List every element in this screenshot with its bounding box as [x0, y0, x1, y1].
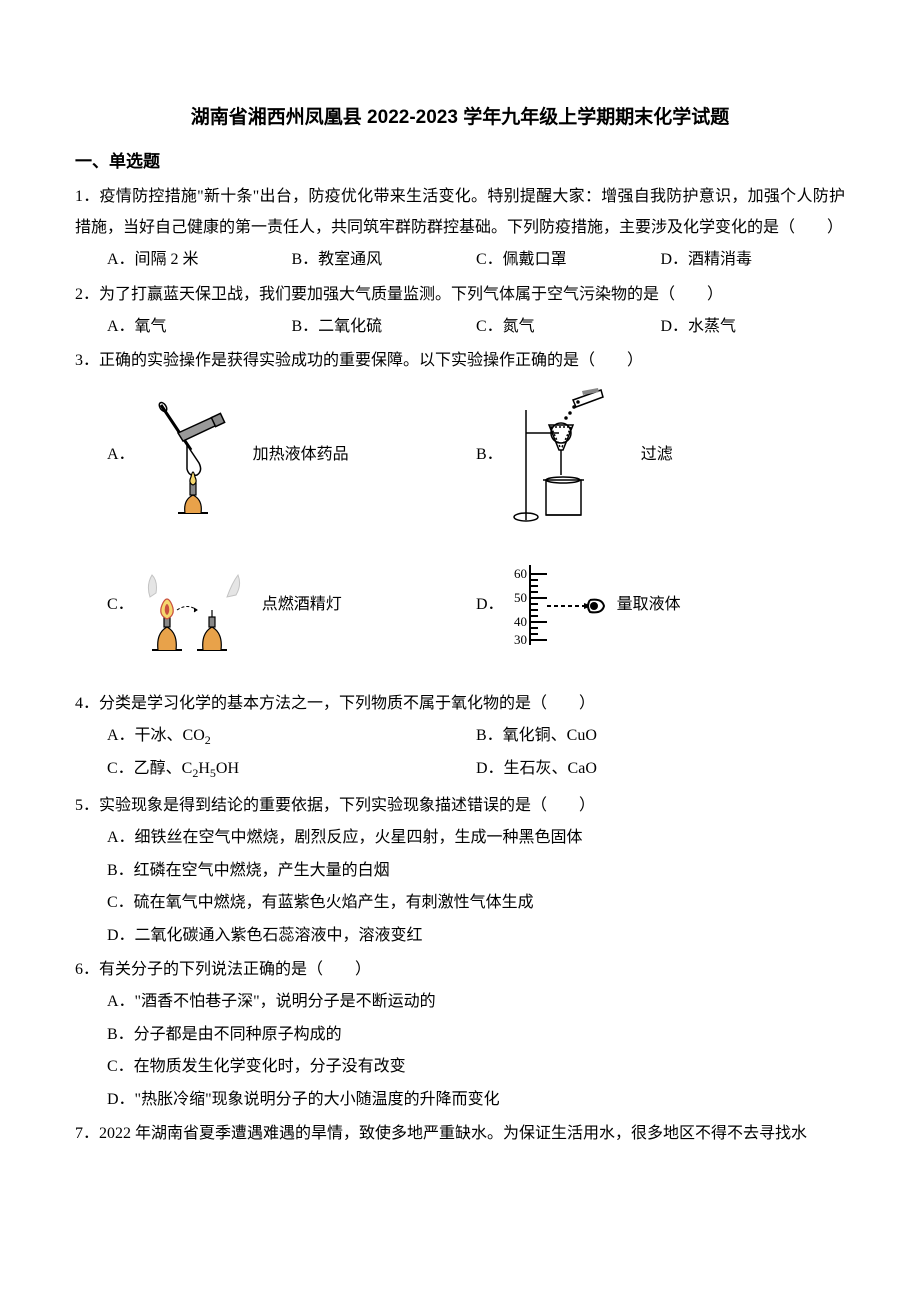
question-1-options: A．间隔 2 米 B．教室通风 C．佩戴口罩 D．酒精消毒 [75, 245, 845, 275]
question-3-text: 3．正确的实验操作是获得实验成功的重要保障。以下实验操作正确的是（ ） [75, 346, 845, 376]
question-1-text: 1．疫情防控措施"新十条"出台，防疫优化带来生活变化。特别提醒大家：增强自我防护… [75, 182, 845, 243]
question-2-text: 2．为了打赢蓝天保卫战，我们要加强大气质量监测。下列气体属于空气污染物的是（ ） [75, 280, 845, 310]
q5-option-d: D．二氧化碳通入紫色石蕊溶液中，溶液变红 [107, 921, 845, 951]
q6-option-d: D．"热胀冷缩"现象说明分子的大小随温度的升降而变化 [107, 1085, 845, 1115]
question-2-options: A．氧气 B．二氧化硫 C．氮气 D．水蒸气 [75, 312, 845, 342]
q6-option-b: B．分子都是由不同种原子构成的 [107, 1020, 845, 1050]
svg-text:40: 40 [514, 614, 527, 629]
q3-d-letter: D． [476, 590, 504, 620]
q1-option-b: B．教室通风 [292, 245, 477, 275]
question-6-text: 6．有关分子的下列说法正确的是（ ） [75, 955, 845, 985]
q3-option-b: B． [476, 385, 845, 525]
q5-option-a: A．细铁丝在空气中燃烧，剧烈反应，火星四射，生成一种黑色固体 [107, 823, 845, 853]
question-2: 2．为了打赢蓝天保卫战，我们要加强大气质量监测。下列气体属于空气污染物的是（ ）… [75, 280, 845, 343]
filter-icon [511, 385, 631, 525]
q1-option-d: D．酒精消毒 [661, 245, 846, 275]
q3-c-label: 点燃酒精灯 [262, 590, 342, 620]
q5-option-c: C．硫在氧气中燃烧，有蓝紫色火焰产生，有刺激性气体生成 [107, 888, 845, 918]
light-burner-icon [142, 555, 252, 655]
q4-option-b: B．氧化铜、CuO [476, 721, 845, 752]
svg-text:60: 60 [514, 566, 527, 581]
q2-option-b: B．二氧化硫 [292, 312, 477, 342]
q3-option-a: A． 加热液体药品 [107, 385, 476, 525]
q3-b-label: 过滤 [641, 440, 673, 470]
q4-option-d: D．生石灰、CaO [476, 754, 845, 785]
q6-option-c: C．在物质发生化学变化时，分子没有改变 [107, 1052, 845, 1082]
question-6-options: A．"酒香不怕巷子深"，说明分子是不断运动的 B．分子都是由不同种原子构成的 C… [75, 987, 845, 1115]
q2-option-c: C．氮气 [476, 312, 661, 342]
question-4-options: A．干冰、CO2 B．氧化铜、CuO C．乙醇、C2H5OH D．生石灰、CaO [75, 721, 845, 787]
q3-a-letter: A． [107, 440, 135, 470]
q3-d-label: 量取液体 [617, 590, 681, 620]
svg-text:30: 30 [514, 632, 527, 647]
exam-title: 湖南省湘西州凤凰县 2022-2023 学年九年级上学期期末化学试题 [75, 100, 845, 136]
q6-option-a: A．"酒香不怕巷子深"，说明分子是不断运动的 [107, 987, 845, 1017]
q1-option-c: C．佩戴口罩 [476, 245, 661, 275]
question-4-text: 4．分类是学习化学的基本方法之一，下列物质不属于氧化物的是（ ） [75, 689, 845, 719]
question-4: 4．分类是学习化学的基本方法之一，下列物质不属于氧化物的是（ ） A．干冰、CO… [75, 689, 845, 787]
q3-option-d: D． 60 50 40 [476, 555, 845, 655]
svg-text:50: 50 [514, 590, 527, 605]
q3-b-letter: B． [476, 440, 503, 470]
q2-option-d: D．水蒸气 [661, 312, 846, 342]
question-3: 3．正确的实验操作是获得实验成功的重要保障。以下实验操作正确的是（ ） A． [75, 346, 845, 684]
q3-a-label: 加热液体药品 [253, 440, 349, 470]
q3-option-c: C． [107, 555, 476, 655]
measure-liquid-icon: 60 50 40 30 [512, 560, 607, 650]
question-5-text: 5．实验现象是得到结论的重要依据，下列实验现象描述错误的是（ ） [75, 791, 845, 821]
q4-option-a: A．干冰、CO2 [107, 721, 476, 752]
question-6: 6．有关分子的下列说法正确的是（ ） A．"酒香不怕巷子深"，说明分子是不断运动… [75, 955, 845, 1115]
q2-option-a: A．氧气 [107, 312, 292, 342]
question-7: 7．2022 年湖南省夏季遭遇难遇的旱情，致使多地严重缺水。为保证生活用水，很多… [75, 1119, 845, 1149]
question-1: 1．疫情防控措施"新十条"出台，防疫优化带来生活变化。特别提醒大家：增强自我防护… [75, 182, 845, 275]
q3-c-letter: C． [107, 590, 134, 620]
q4-option-c: C．乙醇、C2H5OH [107, 754, 476, 785]
q1-option-a: A．间隔 2 米 [107, 245, 292, 275]
question-7-text: 7．2022 年湖南省夏季遭遇难遇的旱情，致使多地严重缺水。为保证生活用水，很多… [75, 1119, 845, 1149]
section-heading: 一、单选题 [75, 146, 845, 178]
question-5: 5．实验现象是得到结论的重要依据，下列实验现象描述错误的是（ ） A．细铁丝在空… [75, 791, 845, 951]
question-5-options: A．细铁丝在空气中燃烧，剧烈反应，火星四射，生成一种黑色固体 B．红磷在空气中燃… [75, 823, 845, 951]
q5-option-b: B．红磷在空气中燃烧，产生大量的白烟 [107, 856, 845, 886]
question-3-options: A． 加热液体药品 B． [75, 385, 845, 685]
heating-liquid-icon [143, 395, 243, 515]
